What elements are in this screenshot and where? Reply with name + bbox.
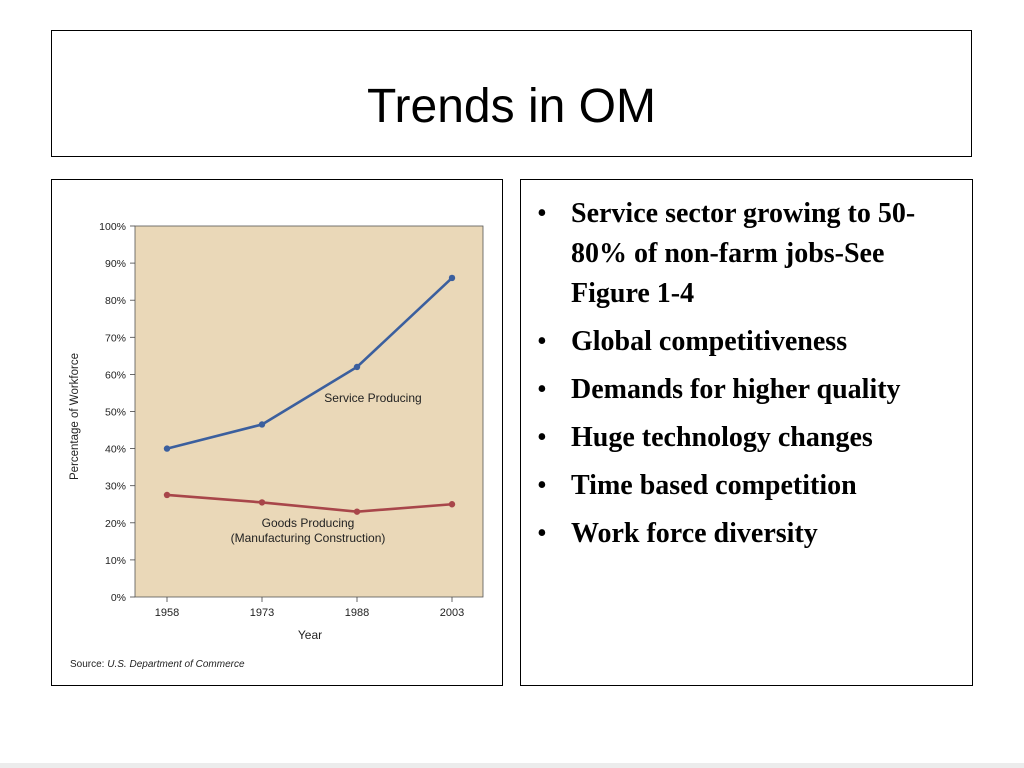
bullet-item: • Global competitiveness [535, 322, 954, 362]
title-box: Trends in OM [51, 30, 972, 157]
bottom-rule [0, 763, 1024, 768]
bullet-dot: • [537, 198, 547, 229]
series-line-service [166, 276, 453, 450]
bullet-dot: • [537, 470, 547, 501]
workforce-line-chart: Source: U.S. Department of Commerce 0% 10… [69, 221, 484, 670]
y-axis-label: Percentage of Workforce [69, 353, 81, 480]
y-tick-label: 80% [105, 295, 126, 307]
series-point [258, 421, 266, 428]
y-tick-label: 70% [105, 332, 126, 344]
bullet-text: Global competitiveness [571, 326, 848, 357]
series-point [163, 445, 171, 452]
series-point [353, 363, 361, 371]
bullet-item: • Huge technology changes [535, 418, 954, 458]
y-tick-label: 20% [105, 518, 126, 530]
plot-area [134, 225, 484, 598]
bullet-item: • Time based competition [535, 466, 954, 506]
bullet-text: Huge technology changes [571, 422, 873, 453]
series-line-goods [166, 493, 453, 513]
bullet-text: Service sector growing to 50-80% of non-… [571, 198, 916, 309]
bullet-text: Time based competition [571, 470, 857, 501]
series-point [448, 501, 456, 508]
bullet-item: • Service sector growing to 50-80% of non… [535, 194, 954, 314]
bullet-dot: • [537, 422, 547, 453]
y-tick-label: 30% [105, 481, 126, 493]
figure-box: Source: U.S. Department of Commerce 0% 10… [51, 179, 503, 686]
series-label-goods: Goods Producing [262, 516, 355, 530]
series-point [258, 499, 266, 506]
y-tick-label: 50% [105, 407, 126, 419]
x-tick-label: 1973 [250, 607, 274, 619]
chart-source: Source: U.S. Department of Commerce [70, 659, 245, 670]
bullet-dot: • [537, 374, 547, 405]
bullet-dot: • [537, 518, 547, 549]
series-point [163, 491, 171, 499]
bullet-item: • Demands for higher quality [535, 370, 954, 410]
bullet-list: • Service sector growing to 50-80% of non… [521, 180, 972, 554]
x-tick-label: 1988 [345, 607, 369, 619]
series-point [353, 508, 361, 515]
bullet-dot: • [537, 326, 547, 357]
slide-title: Trends in OM [367, 80, 656, 133]
y-tick-label: 100% [99, 221, 126, 233]
y-tick-label: 40% [105, 444, 126, 456]
source-label: Source: [70, 659, 107, 670]
x-axis-label: Year [298, 628, 322, 642]
series-label-service: Service Producing [324, 391, 421, 405]
x-tick-label: 1958 [155, 607, 179, 619]
bullet-item: • Work force diversity [535, 514, 954, 554]
series-point [448, 274, 456, 282]
series-label-goods-detail: (Manufacturing Construction) [231, 531, 386, 545]
x-tick-label: 2003 [440, 607, 464, 619]
y-tick-label: 90% [105, 258, 126, 270]
bullet-text: Demands for higher quality [571, 374, 901, 405]
bullet-text: Work force diversity [571, 518, 818, 549]
y-tick-label: 10% [105, 555, 126, 567]
y-tick-label: 0% [111, 592, 126, 604]
bullets-box: • Service sector growing to 50-80% of non… [520, 179, 973, 686]
source-text: U.S. Department of Commerce [107, 659, 245, 670]
y-tick-label: 60% [105, 369, 126, 381]
